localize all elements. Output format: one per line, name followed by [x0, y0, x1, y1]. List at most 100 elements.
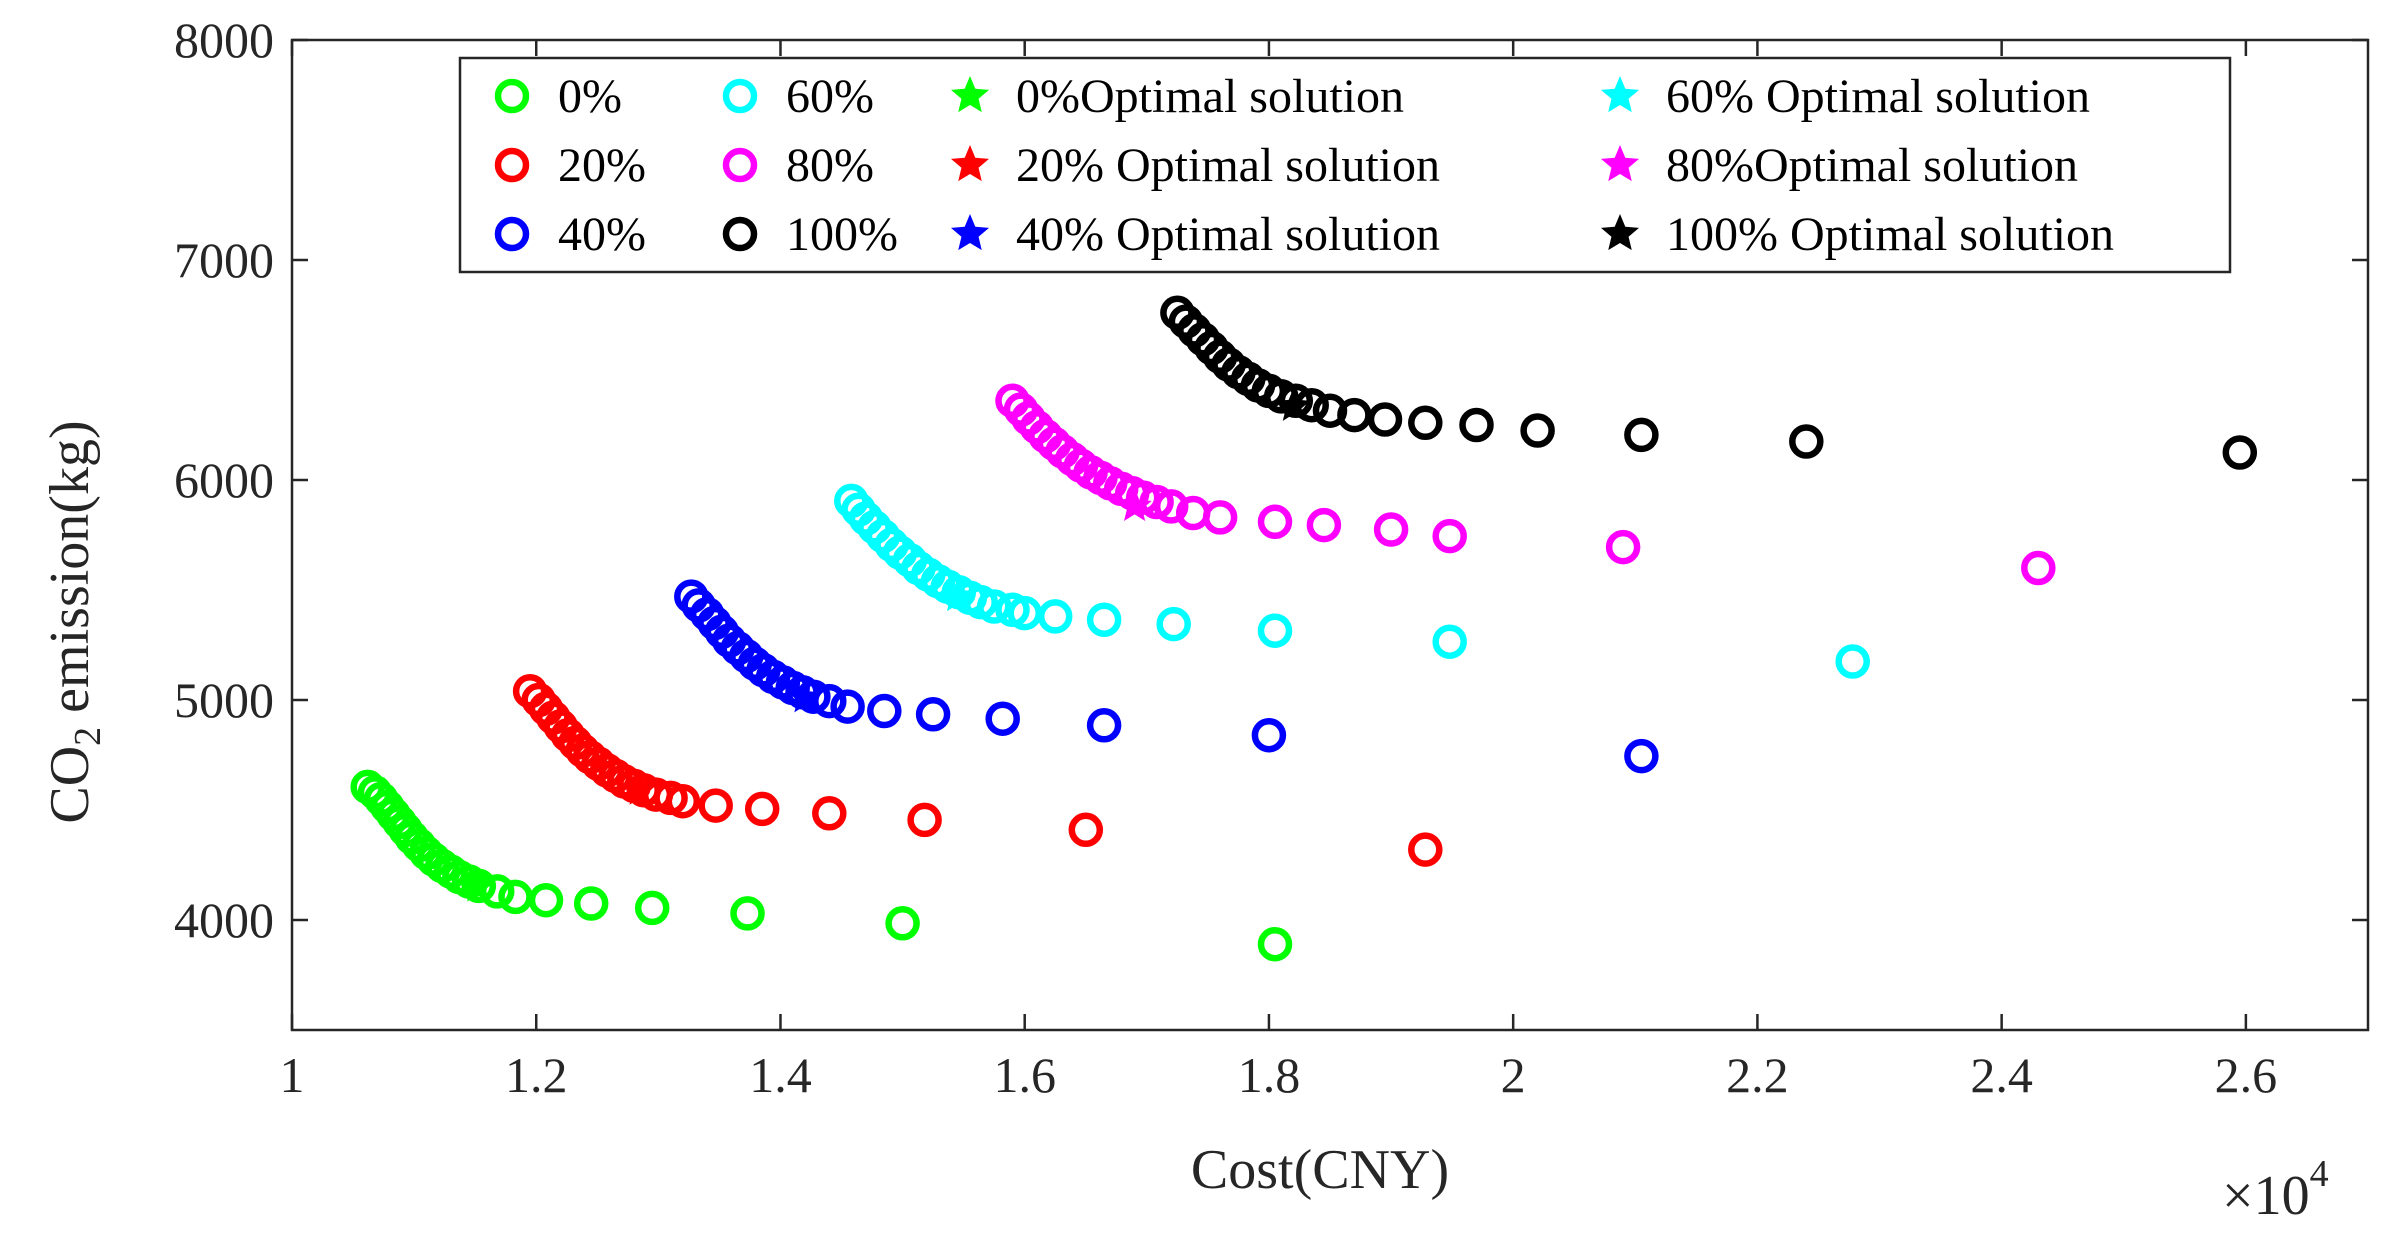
data-point — [1086, 708, 1122, 743]
legend-star-marker — [1600, 214, 1640, 251]
data-point — [665, 783, 701, 819]
data-point — [1624, 738, 1659, 774]
x-tick-label: 2.6 — [2215, 1047, 2278, 1103]
data-point — [1373, 512, 1409, 547]
x-tick-label: 2.2 — [1726, 1047, 1789, 1103]
legend-label: 40% — [558, 208, 646, 261]
legend-star-marker — [1600, 145, 1640, 182]
y-tick-label: 7000 — [174, 232, 274, 288]
data-point — [1068, 812, 1104, 848]
y-axis-title-sub: 2 — [67, 727, 109, 746]
series-3 — [834, 483, 1870, 679]
data-point — [1156, 606, 1191, 642]
data-point — [1520, 413, 1555, 448]
data-point — [1835, 644, 1870, 679]
data-point — [573, 886, 609, 921]
legend-star-marker — [950, 214, 990, 251]
legend-label: 80% — [786, 139, 874, 192]
data-point — [1624, 417, 1659, 453]
data-point — [885, 906, 920, 941]
data-point — [1257, 504, 1293, 540]
legend-label: 20% Optimal solution — [1016, 139, 1440, 192]
data-point — [1408, 405, 1443, 441]
x-tick-label: 1.2 — [505, 1047, 568, 1103]
y-axis-title-rest: emission(kg) — [39, 420, 101, 726]
data-point — [985, 701, 1020, 736]
x-tick-label: 1 — [280, 1047, 305, 1103]
data-point — [1153, 489, 1189, 524]
data-point — [2222, 435, 2258, 470]
legend-star-marker — [950, 145, 990, 182]
data-point — [730, 896, 765, 931]
data-point — [634, 890, 670, 926]
legend: 0% 60% 0%Optimal solution 60% Optimal solut… — [458, 56, 2232, 274]
data-point — [1086, 602, 1122, 637]
y-tick-label: 8000 — [174, 12, 274, 68]
data-point — [1168, 304, 1204, 339]
x-multiplier-base: ×10 — [2222, 1165, 2310, 1227]
data-point — [1789, 424, 1824, 459]
legend-star-marker — [1600, 76, 1640, 113]
optimal-solution-marker — [1117, 488, 1152, 521]
data-point — [1605, 529, 1641, 565]
data-point — [1432, 518, 1467, 554]
data-point — [1306, 507, 1342, 543]
series-5 — [1160, 295, 2258, 470]
legend-circle-marker — [494, 216, 530, 252]
data-points — [350, 295, 2258, 962]
data-point — [915, 697, 951, 732]
x-axis-title: Cost(CNY) — [1191, 1139, 1449, 1201]
optimal-solution-marker — [622, 772, 658, 805]
legend-label: 0% — [558, 70, 622, 123]
data-point — [907, 802, 942, 838]
data-point — [698, 788, 733, 823]
data-point — [1408, 832, 1443, 867]
data-point — [1432, 624, 1467, 659]
data-point — [812, 796, 847, 831]
legend-label: 0%Optimal solution — [1016, 70, 1404, 123]
y-axis-title: CO2 emission(kg) — [39, 420, 109, 823]
data-point — [867, 693, 902, 729]
y-tick-label: 4000 — [174, 892, 274, 948]
x-multiplier-exp: 4 — [2310, 1153, 2329, 1195]
legend-circle-marker — [722, 78, 758, 114]
data-point — [744, 791, 780, 827]
data-point — [1257, 613, 1293, 648]
y-tick-label: 6000 — [174, 452, 274, 508]
x-tick-label: 2 — [1501, 1047, 1526, 1103]
legend-label: 100% — [786, 208, 898, 261]
data-point — [2021, 550, 2056, 586]
data-point — [1011, 401, 1046, 436]
data-point — [1459, 407, 1494, 443]
y-axis-title-main: CO — [39, 746, 101, 824]
legend-circle-marker — [722, 216, 758, 252]
x-tick-label: 1.6 — [993, 1047, 1056, 1103]
data-point — [1037, 599, 1073, 634]
data-point — [1202, 500, 1238, 535]
data-point — [1367, 402, 1403, 437]
x-tick-label: 1.4 — [749, 1047, 812, 1103]
x-tick-label: 1.8 — [1238, 1047, 1301, 1103]
data-point — [1257, 926, 1293, 962]
legend-label: 20% — [558, 139, 646, 192]
legend-star-marker — [950, 76, 990, 113]
legend-label: 40% Optimal solution — [1016, 208, 1440, 261]
series-0 — [350, 769, 1293, 962]
axes: 1 1.2 1.4 1.6 1.8 2 2.2 2.4 2.6 4000 5000 6000 7000 8… — [174, 12, 2370, 1103]
legend-label: 60% — [786, 70, 874, 123]
axes-box — [290, 38, 2370, 1032]
series-4 — [995, 383, 2056, 586]
optimal-solution-marker — [940, 578, 975, 612]
optimal-solution-marker — [460, 869, 495, 902]
legend-circle-marker — [494, 78, 530, 114]
data-point — [857, 510, 892, 545]
optimal-solution-marker — [787, 679, 823, 713]
data-point — [1160, 295, 1195, 331]
series-1 — [512, 673, 1443, 867]
legend-label: 100% Optimal solution — [1666, 208, 2114, 261]
data-point — [528, 882, 564, 918]
data-point — [848, 501, 884, 536]
x-multiplier: ×104 — [2222, 1153, 2329, 1227]
legend-label: 60% Optimal solution — [1666, 70, 2090, 123]
